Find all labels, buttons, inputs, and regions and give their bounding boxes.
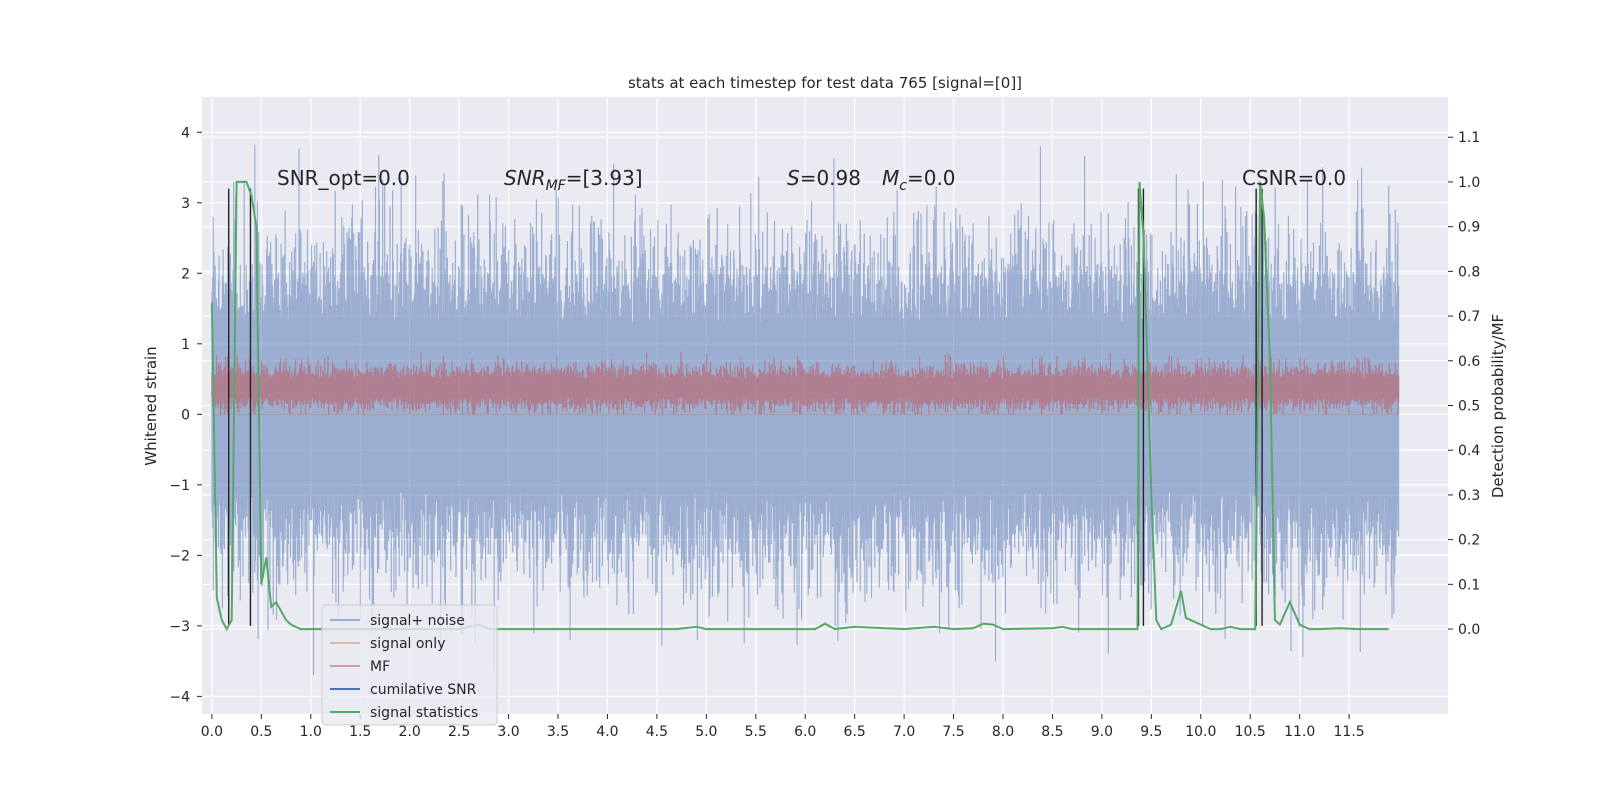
- legend: signal+ noise signal only MF cumilative SNR…: [321, 604, 498, 726]
- x-tick-label: 5.5: [745, 724, 767, 740]
- y-tick-label-right: 0.8: [1458, 264, 1480, 280]
- legend-label: MF: [370, 659, 390, 675]
- legend-label: signal+ noise: [370, 613, 465, 629]
- y-tick-label-left: 2: [181, 266, 190, 282]
- y-tick-label-right: 0.4: [1458, 443, 1480, 459]
- y-tick-label-left: 1: [181, 337, 190, 353]
- snr-mf-main: SNR: [504, 166, 546, 190]
- mc-main: M: [882, 166, 899, 190]
- x-tick-label: 2.5: [448, 724, 470, 740]
- y-tick-label-left: 3: [181, 196, 190, 212]
- x-tick-label: 10.0: [1185, 724, 1216, 740]
- series-layer: [210, 144, 1400, 676]
- x-tick-label: 0.0: [201, 724, 223, 740]
- annotation-csnr: CSNR=0.0: [1242, 166, 1346, 190]
- legend-label: cumilative SNR: [370, 682, 477, 698]
- x-tick-label: 10.5: [1235, 724, 1266, 740]
- y-tick-label-right: 0.0: [1458, 622, 1480, 638]
- x-tick-label: 9.5: [1140, 724, 1162, 740]
- x-tick-label: 4.5: [646, 724, 668, 740]
- y-tick-label-right: 0.2: [1458, 533, 1480, 549]
- annotation-snr-mf: SNRMF=[3.93]: [504, 166, 643, 194]
- x-tick-label: 1.5: [349, 724, 371, 740]
- y-axis-label-right: Detection probability/MF: [1489, 314, 1507, 498]
- x-tick-label: 3.0: [497, 724, 519, 740]
- y-tick-label-left: −4: [169, 689, 190, 705]
- y-tick-label-right: 0.3: [1458, 488, 1480, 504]
- y-tick-label-right: 0.6: [1458, 354, 1480, 370]
- x-tick-label: 11.5: [1334, 724, 1365, 740]
- x-tick-label: 7.0: [893, 724, 915, 740]
- x-tick-label: 8.0: [992, 724, 1014, 740]
- x-tick-label: 6.5: [844, 724, 866, 740]
- y-axis-label-left: Whitened strain: [142, 346, 160, 465]
- y-tick-label-right: 0.5: [1458, 399, 1480, 415]
- x-tick-label: 3.5: [547, 724, 569, 740]
- y-tick-label-left: 0: [181, 407, 190, 423]
- y-tick-label-right: 0.7: [1458, 309, 1480, 325]
- series-mf: [211, 351, 1400, 415]
- series-signal-statistics: [210, 180, 1389, 632]
- snr-mf-value: =[3.93]: [566, 166, 643, 190]
- x-tick-label: 9.0: [1091, 724, 1113, 740]
- snr-mf-sub: MF: [546, 178, 567, 194]
- x-tick-label: 1.0: [300, 724, 322, 740]
- x-tick-label: 2.0: [399, 724, 421, 740]
- x-tick-label: 4.0: [596, 724, 618, 740]
- mc-value: =0.0: [907, 166, 956, 190]
- x-tick-label: 11.0: [1284, 724, 1315, 740]
- y-tick-label-left: −2: [169, 548, 190, 564]
- mc-sub: c: [899, 178, 907, 194]
- s-main: S: [787, 166, 800, 190]
- chart-title: stats at each timestep for test data 765…: [628, 74, 1022, 92]
- y-tick-label-left: −3: [169, 619, 190, 635]
- y-tick-label-left: 4: [181, 125, 190, 141]
- y-tick-label-right: 1.0: [1458, 175, 1480, 191]
- x-tick-label: 0.5: [250, 724, 272, 740]
- y-tick-label-right: 0.1: [1458, 577, 1480, 593]
- legend-label: signal only: [370, 636, 445, 652]
- annotation-snr-opt: SNR_opt=0.0: [277, 166, 410, 190]
- y-tick-label-left: −1: [169, 478, 190, 494]
- annotation-mc: Mc=0.0: [882, 166, 956, 194]
- legend-label: signal statistics: [370, 705, 478, 721]
- x-tick-label: 7.5: [942, 724, 964, 740]
- x-tick-label: 6.0: [794, 724, 816, 740]
- y-tick-label-right: 0.9: [1458, 220, 1480, 236]
- s-value: =0.98: [800, 166, 861, 190]
- x-tick-label: 5.0: [695, 724, 717, 740]
- annotation-s: S=0.98: [787, 166, 861, 190]
- legend-box: [321, 604, 498, 726]
- axes-layer: 0.0 0.5 1.0 1.5 2.0 2.5 3.0 3.5 4.0 4.5 5.0 5.5 6.0 6…: [169, 125, 1480, 740]
- x-tick-label: 8.5: [1041, 724, 1063, 740]
- y-tick-label-right: 1.1: [1458, 130, 1480, 146]
